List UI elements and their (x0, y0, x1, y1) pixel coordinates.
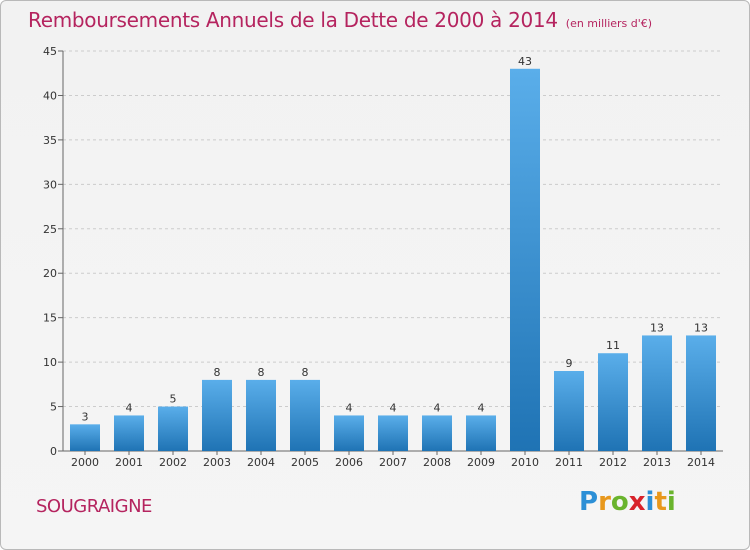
bar-value-label: 8 (258, 366, 265, 379)
bar-value-label: 4 (126, 401, 133, 414)
y-tick-label: 0 (50, 445, 57, 458)
y-tick-label: 30 (43, 178, 57, 191)
logo-letter: o (610, 487, 629, 517)
chart-title: Remboursements Annuels de la Dette de 20… (28, 8, 652, 32)
logo-letter: r (598, 487, 611, 517)
logo-letter: i (666, 487, 676, 517)
x-tick-label: 2014 (687, 456, 715, 469)
bar (642, 335, 672, 451)
y-tick-label: 45 (43, 45, 57, 58)
bar-value-label: 13 (650, 321, 664, 334)
x-tick-label: 2011 (555, 456, 583, 469)
x-tick-label: 2000 (71, 456, 99, 469)
bar (554, 371, 584, 451)
y-tick-label: 20 (43, 267, 57, 280)
bar-value-label: 43 (518, 55, 532, 68)
x-tick-label: 2012 (599, 456, 627, 469)
x-tick-label: 2008 (423, 456, 451, 469)
bar-value-label: 4 (390, 401, 397, 414)
x-tick-label: 2006 (335, 456, 363, 469)
bar-value-label: 13 (694, 321, 708, 334)
bar (510, 68, 540, 452)
bar-value-label: 8 (214, 366, 221, 379)
y-tick-label: 10 (43, 356, 57, 369)
bar-value-label: 11 (606, 339, 620, 352)
x-tick-label: 2004 (247, 456, 275, 469)
bar-value-label: 4 (478, 401, 485, 414)
bar-value-label: 8 (302, 366, 309, 379)
y-tick-label: 5 (50, 401, 57, 414)
y-tick-label: 40 (43, 89, 57, 102)
x-tick-label: 2002 (159, 456, 187, 469)
bar-value-label: 9 (566, 357, 573, 370)
chart-unit-label: (en milliers d'€) (565, 17, 653, 30)
bar (70, 424, 100, 451)
logo-letter: x (628, 487, 646, 517)
logo-letter: i (645, 487, 655, 517)
bar (246, 379, 276, 451)
commune-name: SOUGRAIGNE (36, 496, 152, 517)
x-tick-label: 2013 (643, 456, 671, 469)
bar (334, 415, 364, 451)
x-tick-label: 2007 (379, 456, 407, 469)
bar (686, 335, 716, 451)
y-tick-label: 15 (43, 312, 57, 325)
logo-letter: P (579, 487, 599, 517)
bar (158, 406, 188, 451)
bar (114, 415, 144, 451)
bar-value-label: 3 (82, 410, 89, 423)
x-tick-label: 2001 (115, 456, 143, 469)
bar (290, 379, 320, 451)
proxiti-logo: Proxiti (579, 487, 676, 517)
logo-letter: t (654, 487, 667, 517)
bar-value-label: 4 (346, 401, 353, 414)
bar-value-label: 5 (170, 393, 177, 406)
chart-title-main: Remboursements Annuels de la Dette de 20… (28, 8, 558, 32)
bar (378, 415, 408, 451)
y-tick-label: 35 (43, 134, 57, 147)
x-tick-label: 2009 (467, 456, 495, 469)
x-tick-label: 2003 (203, 456, 231, 469)
bar-value-label: 4 (434, 401, 441, 414)
bar (466, 415, 496, 451)
bar (202, 379, 232, 451)
x-tick-label: 2005 (291, 456, 319, 469)
bar (422, 415, 452, 451)
bar (598, 353, 628, 451)
x-tick-label: 2010 (511, 456, 539, 469)
y-tick-label: 25 (43, 223, 57, 236)
